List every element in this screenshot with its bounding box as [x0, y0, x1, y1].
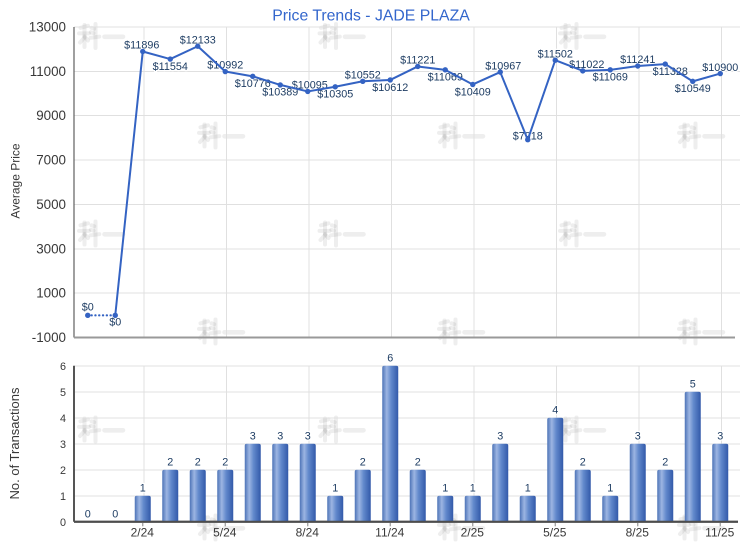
svg-text:0: 0	[112, 508, 118, 520]
svg-text:3: 3	[250, 430, 256, 442]
svg-text:$10409: $10409	[455, 86, 491, 98]
svg-text:$10552: $10552	[345, 70, 381, 82]
svg-text:$12133: $12133	[180, 34, 216, 46]
svg-text:11000: 11000	[30, 64, 66, 79]
svg-text:7000: 7000	[36, 153, 66, 168]
svg-text:$10967: $10967	[485, 60, 521, 72]
svg-text:Price Trends - JADE PLAZA: Price Trends - JADE PLAZA	[272, 7, 470, 24]
svg-text:8/24: 8/24	[296, 526, 320, 540]
svg-text:1: 1	[470, 482, 476, 494]
svg-text:2: 2	[195, 456, 201, 468]
svg-text:2: 2	[60, 465, 66, 477]
svg-text:5/24: 5/24	[213, 526, 237, 540]
svg-text:1: 1	[607, 482, 613, 494]
svg-text:2: 2	[662, 456, 668, 468]
svg-text:2/24: 2/24	[131, 526, 155, 540]
svg-text:-1000: -1000	[32, 330, 66, 345]
svg-text:3: 3	[717, 430, 723, 442]
svg-text:0: 0	[85, 508, 91, 520]
svg-text:3: 3	[497, 430, 503, 442]
svg-text:11/24: 11/24	[375, 526, 404, 540]
svg-text:11/25: 11/25	[705, 526, 734, 540]
svg-text:4: 4	[552, 404, 558, 416]
svg-text:5: 5	[690, 378, 696, 390]
svg-text:5/25: 5/25	[543, 526, 567, 540]
svg-text:1: 1	[140, 482, 146, 494]
svg-text:6: 6	[60, 361, 66, 373]
svg-text:8/25: 8/25	[626, 526, 650, 540]
svg-text:6: 6	[387, 352, 393, 364]
svg-text:$10612: $10612	[372, 82, 408, 94]
svg-text:1000: 1000	[36, 286, 66, 301]
svg-text:9000: 9000	[36, 108, 66, 123]
svg-text:2: 2	[360, 456, 366, 468]
svg-text:5: 5	[60, 387, 66, 399]
svg-text:5000: 5000	[36, 197, 66, 212]
svg-text:2: 2	[222, 456, 228, 468]
svg-text:$11069: $11069	[593, 72, 628, 84]
svg-text:$7918: $7918	[513, 131, 543, 143]
svg-text:$11554: $11554	[153, 61, 188, 73]
svg-text:$11896: $11896	[124, 40, 159, 52]
svg-text:2: 2	[415, 456, 421, 468]
svg-text:$11328: $11328	[653, 66, 688, 78]
svg-text:$0: $0	[82, 301, 94, 313]
svg-text:$11221: $11221	[400, 55, 435, 67]
svg-text:$11069: $11069	[428, 72, 463, 84]
svg-text:2/25: 2/25	[461, 526, 485, 540]
svg-text:$10389: $10389	[262, 87, 298, 99]
svg-text:$10776: $10776	[235, 78, 271, 90]
svg-text:1: 1	[442, 482, 448, 494]
svg-text:$10549: $10549	[675, 83, 711, 95]
svg-text:0: 0	[60, 517, 66, 529]
svg-text:$10305: $10305	[317, 89, 353, 101]
svg-text:Average Price: Average Price	[9, 143, 23, 218]
svg-text:2: 2	[580, 456, 586, 468]
svg-text:4: 4	[60, 413, 66, 425]
svg-text:$11502: $11502	[538, 48, 573, 60]
svg-text:3: 3	[305, 430, 311, 442]
svg-text:3000: 3000	[36, 241, 66, 256]
svg-text:1: 1	[60, 491, 66, 503]
svg-text:No. of Transactions: No. of Transactions	[7, 387, 22, 499]
svg-text:3: 3	[277, 430, 283, 442]
svg-text:1: 1	[332, 482, 338, 494]
svg-text:3: 3	[635, 430, 641, 442]
svg-text:3: 3	[60, 439, 66, 451]
svg-text:1: 1	[525, 482, 531, 494]
svg-text:2: 2	[167, 456, 173, 468]
svg-text:$11241: $11241	[620, 54, 655, 66]
svg-text:13000: 13000	[29, 20, 66, 35]
svg-text:$0: $0	[109, 316, 121, 328]
svg-text:$10900: $10900	[702, 62, 738, 74]
